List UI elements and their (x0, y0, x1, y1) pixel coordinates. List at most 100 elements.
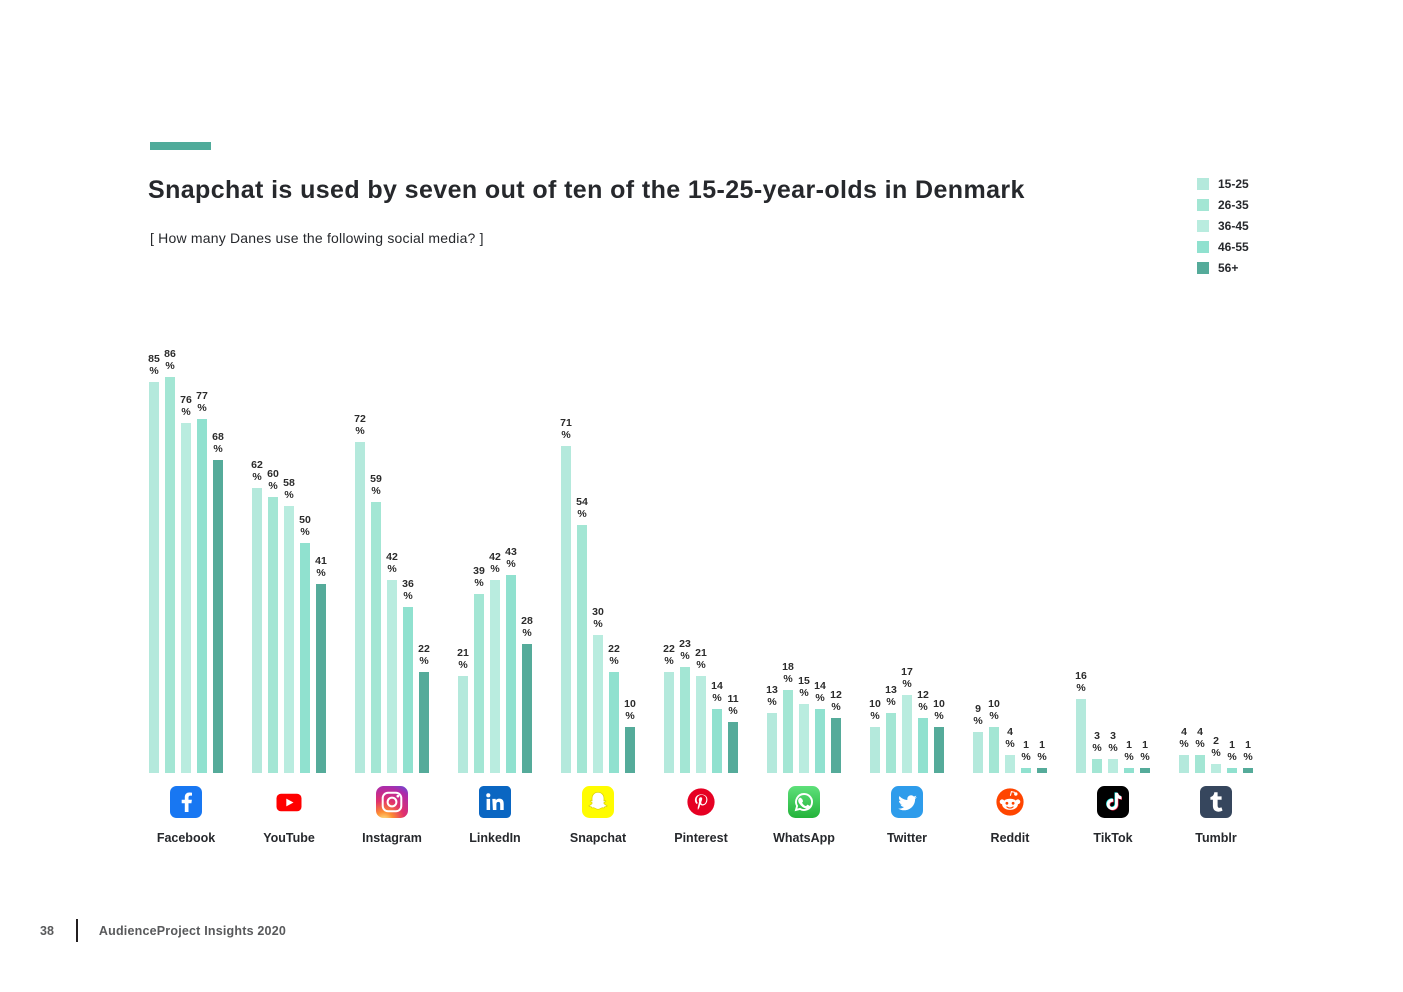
bar (419, 672, 429, 773)
platform-cell-tiktok: TikTok (1076, 786, 1150, 845)
instagram-icon (376, 786, 408, 818)
bar-value-label: 3 % (1092, 730, 1102, 754)
bar (506, 575, 516, 773)
bar-col: 18 % (782, 661, 794, 773)
bar (934, 727, 944, 773)
bar-group-facebook: 85 % 86 % 76 % 77 % 68 % (148, 343, 224, 773)
bar (1037, 768, 1047, 773)
bar (831, 718, 841, 773)
bar-col: 22 % (663, 643, 675, 773)
platform-label: Tumblr (1195, 831, 1237, 845)
bar-col: 21 % (457, 647, 469, 773)
bar (474, 594, 484, 773)
platform-label: WhatsApp (773, 831, 835, 845)
platform-cell-youtube: YouTube (252, 786, 326, 845)
bar-group-twitter: 10 % 13 % 17 % 12 % 10 % (869, 343, 945, 773)
bar-col: 42 % (386, 551, 398, 773)
bar-col: 12 % (830, 689, 842, 773)
bar-group-youtube: 62 % 60 % 58 % 50 % 41 % (251, 343, 327, 773)
bar-col: 41 % (315, 555, 327, 773)
bar-value-label: 54 % (576, 496, 588, 520)
bar-col: 1 % (1243, 739, 1253, 773)
bar-value-label: 2 % (1211, 735, 1221, 759)
platform-label: Snapchat (569, 831, 627, 845)
bar-value-label: 11 % (727, 693, 739, 717)
platform-cell-linkedin: LinkedIn (458, 786, 532, 845)
bar-col: 39 % (473, 565, 485, 773)
platform-cell-whatsapp: WhatsApp (767, 786, 841, 845)
bar (316, 584, 326, 773)
bar-col: 10 % (624, 698, 636, 773)
bar-value-label: 22 % (663, 643, 675, 667)
bar-col: 22 % (608, 643, 620, 773)
legend-item: 26-35 (1197, 198, 1249, 212)
bar-col: 60 % (267, 468, 279, 773)
bar (918, 718, 928, 773)
bar-col: 3 % (1108, 730, 1118, 773)
bar-value-label: 9 % (973, 703, 983, 727)
bar-value-label: 62 % (251, 459, 263, 483)
bar-group-pinterest: 22 % 23 % 21 % 14 % 11 % (663, 343, 739, 773)
platform-label: Facebook (156, 831, 216, 845)
bar-col: 11 % (727, 693, 739, 773)
bar-value-label: 18 % (782, 661, 794, 685)
bar-value-label: 43 % (505, 546, 517, 570)
bar-group-tiktok: 16 % 3 % 3 % 1 % 1 % (1075, 343, 1150, 773)
bar-col: 62 % (251, 459, 263, 773)
legend-item: 36-45 (1197, 219, 1249, 233)
bar-value-label: 15 % (798, 675, 810, 699)
bar (609, 672, 619, 773)
bar-col: 68 % (212, 431, 224, 773)
bar-value-label: 3 % (1108, 730, 1118, 754)
bar-chart: 85 % 86 % 76 % 77 % 68 % 62 % 60 % 58 % 50 % 41 %… (148, 343, 1253, 773)
bar-col: 76 % (180, 394, 192, 773)
bar (490, 580, 500, 773)
chart-legend: 15-25 26-35 36-45 46-55 56+ (1197, 177, 1249, 275)
bar-col: 16 % (1075, 670, 1087, 773)
bar (712, 709, 722, 773)
bar-value-label: 1 % (1227, 739, 1237, 763)
bar-value-label: 1 % (1021, 739, 1031, 763)
bar-value-label: 10 % (988, 698, 1000, 722)
bar-col: 13 % (766, 684, 778, 773)
bar-col: 77 % (196, 390, 208, 773)
bar-value-label: 1 % (1140, 739, 1150, 763)
bar-value-label: 68 % (212, 431, 224, 455)
bar-value-label: 10 % (624, 698, 636, 722)
bar-col: 1 % (1124, 739, 1134, 773)
bar (870, 727, 880, 773)
bar-value-label: 39 % (473, 565, 485, 589)
bar-value-label: 22 % (418, 643, 430, 667)
reddit-icon (994, 786, 1026, 818)
bar-col: 36 % (402, 578, 414, 773)
bar (458, 676, 468, 773)
bar (767, 713, 777, 773)
bar-value-label: 28 % (521, 615, 533, 639)
bar-col: 12 % (917, 689, 929, 773)
facebook-icon (170, 786, 202, 818)
bar (664, 672, 674, 773)
bar (886, 713, 896, 773)
bar-col: 10 % (988, 698, 1000, 773)
legend-item: 15-25 (1197, 177, 1249, 191)
platform-label: LinkedIn (469, 831, 521, 845)
bar (149, 382, 159, 773)
bar (1076, 699, 1086, 773)
whatsapp-icon (788, 786, 820, 818)
platform-cell-facebook: Facebook (149, 786, 223, 845)
platform-label: Reddit (990, 831, 1030, 845)
bar-col: 1 % (1140, 739, 1150, 773)
bar (1108, 759, 1118, 773)
footer-divider (75, 919, 78, 942)
bar (1243, 768, 1253, 773)
accent-bar (150, 142, 211, 150)
legend-label: 46-55 (1218, 240, 1249, 254)
bar-col: 1 % (1037, 739, 1047, 773)
legend-item: 46-55 (1197, 240, 1249, 254)
bar-value-label: 30 % (592, 606, 604, 630)
platform-label: Instagram (362, 831, 422, 845)
legend-swatch (1197, 178, 1209, 190)
legend-item: 56+ (1197, 261, 1249, 275)
bar-value-label: 76 % (180, 394, 192, 418)
platform-cell-tumblr: Tumblr (1179, 786, 1253, 845)
